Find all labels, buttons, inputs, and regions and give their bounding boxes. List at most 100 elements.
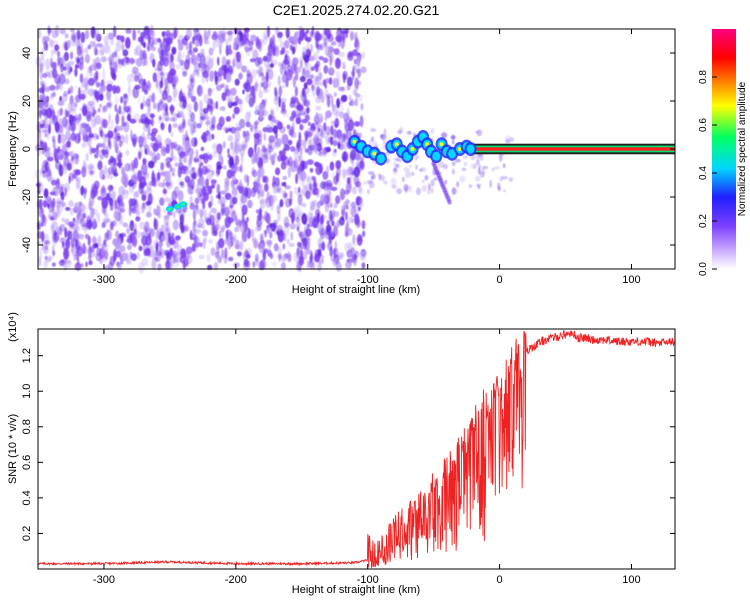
noise-speckle: [296, 260, 302, 271]
noise-speckle: [258, 158, 263, 165]
noise-speckle: [267, 240, 272, 249]
noise-speckle: [127, 244, 132, 251]
noise-speckle: [332, 150, 337, 157]
noise-speckle: [102, 67, 106, 80]
noise-speckle: [114, 128, 118, 135]
noise-speckle: [122, 105, 129, 111]
spectrogram-y-label: Frequency (Hz): [7, 111, 19, 187]
noise-speckle: [296, 225, 300, 232]
noise-speckle: [301, 213, 308, 225]
noise-speckle: [321, 95, 325, 104]
noise-speckle: [150, 131, 157, 137]
noise-speckle: [88, 88, 95, 97]
noise-speckle: [358, 237, 362, 242]
noise-speckle: [335, 195, 341, 205]
noise-speckle: [305, 36, 312, 43]
noise-speckle: [333, 211, 340, 218]
noise-speckle: [203, 93, 210, 104]
noise-speckle: [128, 198, 134, 207]
noise-speckle: [175, 64, 181, 70]
noise-speckle: [194, 197, 200, 205]
noise-speckle: [344, 168, 352, 176]
noise-speckle: [316, 88, 324, 100]
noise-speckle: [162, 31, 168, 41]
noise-speckle: [115, 230, 120, 239]
noise-speckle: [99, 94, 103, 102]
spectrogram-signal-track: [165, 130, 675, 212]
noise-speckle: [138, 144, 143, 157]
noise-speckle: [73, 254, 78, 261]
noise-speckle: [208, 239, 214, 244]
noise-speckle: [393, 157, 400, 161]
noise-speckle: [135, 202, 140, 212]
noise-speckle: [151, 169, 155, 182]
noise-speckle: [206, 173, 213, 181]
noise-speckle: [181, 66, 188, 74]
noise-speckle: [170, 53, 174, 63]
noise-speckle: [144, 187, 151, 196]
noise-speckle: [189, 202, 195, 210]
noise-speckle: [335, 70, 341, 81]
noise-speckle: [160, 122, 165, 131]
noise-speckle: [147, 232, 151, 240]
noise-speckle: [53, 40, 58, 45]
noise-speckle: [302, 160, 308, 170]
noise-speckle: [111, 119, 114, 130]
noise-speckle: [316, 212, 320, 224]
noise-speckle: [354, 174, 359, 187]
noise-speckle: [167, 258, 173, 270]
noise-speckle: [358, 94, 363, 103]
noise-speckle: [44, 161, 48, 173]
noise-speckle: [348, 251, 355, 263]
noise-speckle: [170, 103, 174, 116]
noise-speckle: [103, 35, 109, 45]
noise-speckle: [106, 89, 112, 101]
noise-speckle: [68, 175, 71, 184]
noise-speckle: [359, 196, 364, 208]
snr-plot-area: [38, 329, 675, 569]
noise-speckle: [152, 58, 156, 68]
noise-speckle: [218, 238, 225, 249]
noise-speckle: [88, 133, 94, 139]
noise-speckle: [380, 174, 385, 182]
noise-speckle: [252, 185, 258, 194]
noise-speckle: [205, 154, 210, 160]
noise-speckle: [424, 174, 429, 181]
x-tick-label: -200: [225, 574, 247, 586]
noise-speckle: [278, 95, 281, 108]
noise-speckle: [126, 57, 130, 66]
noise-speckle: [121, 202, 125, 208]
noise-speckle: [371, 136, 374, 143]
noise-speckle: [116, 220, 123, 226]
noise-speckle: [297, 36, 302, 45]
noise-speckle: [178, 43, 184, 51]
noise-speckle: [94, 242, 99, 248]
noise-speckle: [254, 253, 259, 263]
noise-speckle: [328, 232, 333, 245]
noise-speckle: [40, 48, 45, 60]
noise-speckle: [147, 33, 151, 44]
noise-speckle: [179, 250, 186, 256]
noise-speckle: [186, 103, 193, 112]
noise-speckle: [269, 253, 274, 260]
noise-speckle: [211, 170, 215, 176]
noise-speckle: [61, 62, 68, 69]
noise-speckle: [229, 198, 233, 206]
colorbar-tick-label: 0.2: [698, 214, 709, 228]
noise-speckle: [61, 199, 64, 208]
noise-speckle: [131, 177, 137, 183]
noise-speckle: [93, 89, 97, 98]
noise-speckle: [220, 226, 225, 233]
noise-speckle: [229, 156, 234, 167]
noise-speckle: [111, 52, 118, 58]
noise-speckle: [148, 150, 153, 157]
noise-speckle: [220, 155, 224, 166]
noise-speckle: [245, 49, 251, 57]
noise-speckle: [151, 92, 156, 103]
noise-speckle: [183, 252, 190, 261]
noise-speckle: [62, 116, 68, 128]
noise-speckle: [38, 87, 45, 94]
noise-speckle: [89, 40, 95, 47]
noise-speckle: [57, 229, 63, 237]
